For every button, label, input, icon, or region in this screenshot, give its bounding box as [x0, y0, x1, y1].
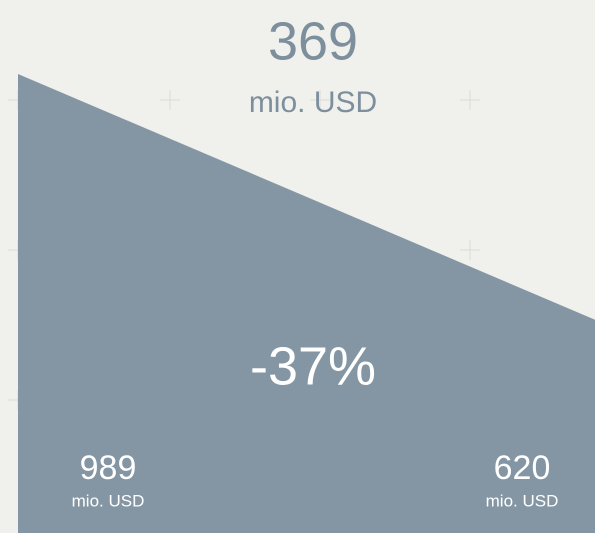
area	[18, 73, 595, 533]
difference-value: 369	[268, 11, 358, 71]
change-label: -37%	[250, 336, 376, 396]
value-unit: mio. USD	[486, 491, 559, 510]
value-label: 989	[80, 449, 137, 487]
value-unit: mio. USD	[72, 491, 145, 510]
difference-unit: mio. USD	[249, 86, 377, 119]
value-label: 620	[494, 449, 551, 487]
